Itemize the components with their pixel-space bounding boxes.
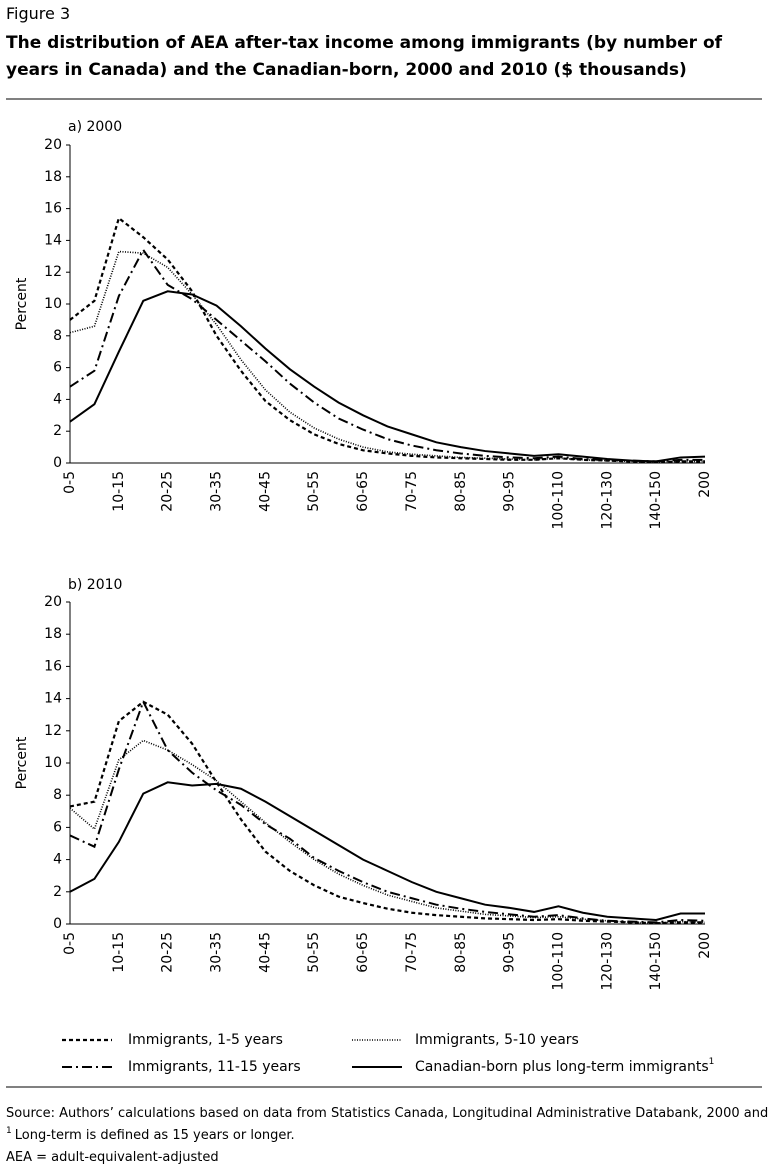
y-tick-label: 12 — [44, 723, 62, 739]
y-tick-label: 2 — [53, 423, 62, 439]
note-text: AEA = adult-equivalent-adjusted — [6, 1150, 219, 1165]
x-tick-label: 30-35 — [209, 471, 225, 512]
x-tick-label: 120-130 — [599, 932, 615, 991]
x-tick-label: 90-95 — [502, 471, 518, 512]
note-text: Long-term is defined as 15 years or long… — [15, 1128, 295, 1143]
y-tick-label: 16 — [44, 658, 62, 674]
y-tick-label: 12 — [44, 264, 62, 280]
x-tick-label: 60-65 — [355, 932, 371, 973]
note-text: Source: Authors’ calculations based on d… — [6, 1106, 768, 1121]
y-tick-label: 20 — [44, 137, 62, 153]
x-tick-label: 140-150 — [648, 932, 664, 991]
y-tick-label: 4 — [53, 852, 62, 868]
legend-text: Canadian-born plus long-term immigrants — [415, 1059, 709, 1075]
y-tick-label: 8 — [53, 787, 62, 803]
y-tick-label: 6 — [53, 819, 62, 835]
y-tick-label: 16 — [44, 201, 62, 217]
y-tick-label: 18 — [44, 626, 62, 642]
x-tick-label: 100-110 — [550, 471, 566, 530]
legend-text: Immigrants, 11-15 years — [128, 1059, 301, 1075]
series-line — [69, 781, 705, 921]
y-axis-label: Percent — [14, 277, 30, 330]
y-tick-label: 10 — [44, 296, 62, 312]
x-tick-label: 140-150 — [648, 471, 664, 530]
x-tick-label: 70-75 — [404, 471, 420, 512]
y-tick-label: 2 — [53, 884, 62, 900]
x-tick-label: 200 — [697, 932, 713, 959]
x-tick-label: 50-55 — [306, 471, 322, 512]
y-tick-label: 4 — [53, 391, 62, 407]
legend-text: Immigrants, 5-10 years — [415, 1032, 579, 1048]
legend-label: Immigrants, 1-5 years — [128, 1032, 283, 1048]
note: AEA = adult-equivalent-adjusted — [6, 1150, 219, 1165]
x-tick-label: 60-65 — [355, 471, 371, 512]
x-tick-label: 80-85 — [453, 471, 469, 512]
y-tick-label: 8 — [53, 328, 62, 344]
y-tick-label: 18 — [44, 169, 62, 185]
x-tick-label: 10-15 — [111, 932, 127, 973]
x-tick-label: 50-55 — [306, 932, 322, 973]
y-tick-label: 0 — [53, 916, 62, 932]
subtitle: b) 2010 — [68, 577, 122, 593]
legend-label: Immigrants, 11-15 years — [128, 1059, 301, 1075]
legend-footnote: 1 — [709, 1057, 715, 1067]
x-tick-label: 90-95 — [502, 932, 518, 973]
x-tick-label: 120-130 — [599, 471, 615, 530]
x-tick-label: 30-35 — [209, 932, 225, 973]
x-tick-label: 70-75 — [404, 932, 420, 973]
legend-label: Canadian-born plus long-term immigrants1 — [415, 1057, 714, 1076]
note-mark: 1 — [6, 1126, 12, 1136]
note: Source: Authors’ calculations based on d… — [6, 1106, 768, 1121]
x-tick-label: 10-15 — [111, 471, 127, 512]
figure-label: Figure 3 — [6, 4, 71, 23]
subtitle: a) 2000 — [68, 119, 122, 135]
y-axis-label: Percent — [14, 736, 30, 789]
series-line — [69, 699, 706, 924]
series-line — [69, 700, 705, 925]
y-tick-label: 14 — [44, 691, 62, 707]
x-tick-label: 40-45 — [257, 471, 273, 512]
note: 1 Long-term is defined as 15 years or lon… — [6, 1126, 295, 1143]
series-line — [69, 739, 706, 925]
series-line — [69, 250, 705, 464]
legend-text: Immigrants, 1-5 years — [128, 1032, 283, 1048]
y-tick-label: 6 — [53, 360, 62, 376]
x-tick-label: 80-85 — [453, 932, 469, 973]
x-tick-label: 200 — [697, 471, 713, 498]
legend-label: Immigrants, 5-10 years — [415, 1032, 579, 1048]
x-tick-label: 0-5 — [62, 932, 78, 955]
chart-title: The distribution of AEA after-tax income… — [6, 33, 723, 80]
y-tick-label: 14 — [44, 232, 62, 248]
y-tick-label: 0 — [53, 455, 62, 471]
x-tick-label: 40-45 — [257, 932, 273, 973]
series-line — [69, 290, 706, 463]
x-tick-label: 100-110 — [550, 932, 566, 991]
series-line — [69, 248, 705, 463]
x-tick-label: 20-25 — [160, 932, 176, 973]
y-tick-label: 10 — [44, 755, 62, 771]
x-tick-label: 0-5 — [62, 471, 78, 494]
y-tick-label: 20 — [44, 594, 62, 610]
x-tick-label: 20-25 — [160, 471, 176, 512]
